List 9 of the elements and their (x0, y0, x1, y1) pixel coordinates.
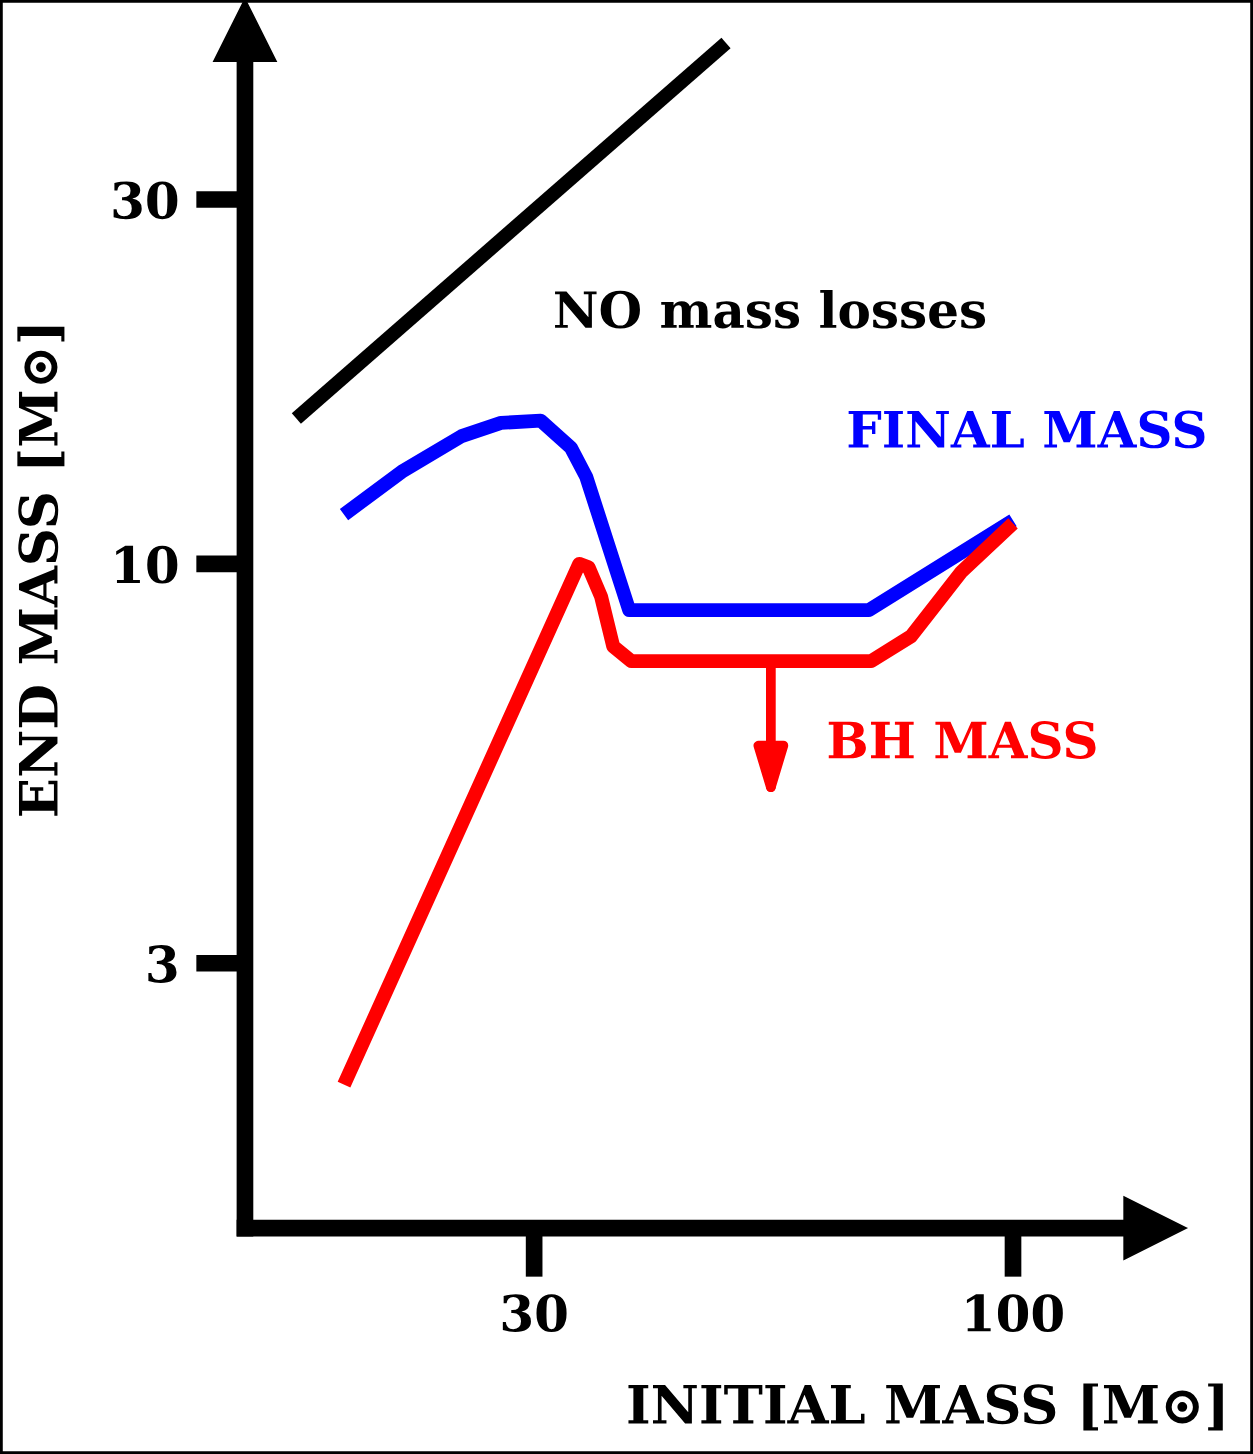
x-tick-label: 100 (966, 1294, 1063, 1333)
annotation: BH MASS (828, 721, 1096, 759)
y-axis-title: END MASS [M⊙] (17, 326, 65, 816)
series-label: NO mass losses (555, 289, 986, 329)
y-tick-label: 3 (148, 945, 177, 983)
y-tick-label: 30 (113, 181, 178, 220)
series-label: FINAL MASS (848, 410, 1205, 449)
x-axis-title: INITIAL MASS [M⊙] (628, 1383, 1223, 1431)
y-tick-label: 10 (116, 545, 178, 584)
